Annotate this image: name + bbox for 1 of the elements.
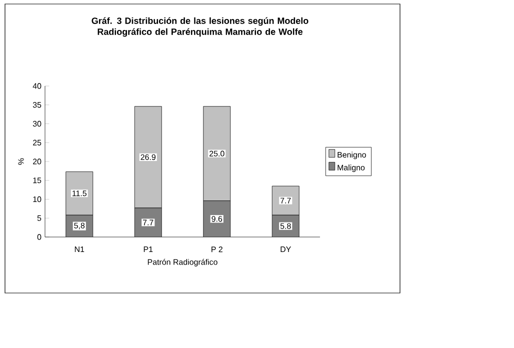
chart-title: Gráf. 3 Distribución de las lesiones según Modelo Radiográfico del Parénquima Mamario de Wolfe (92, 17, 308, 37)
